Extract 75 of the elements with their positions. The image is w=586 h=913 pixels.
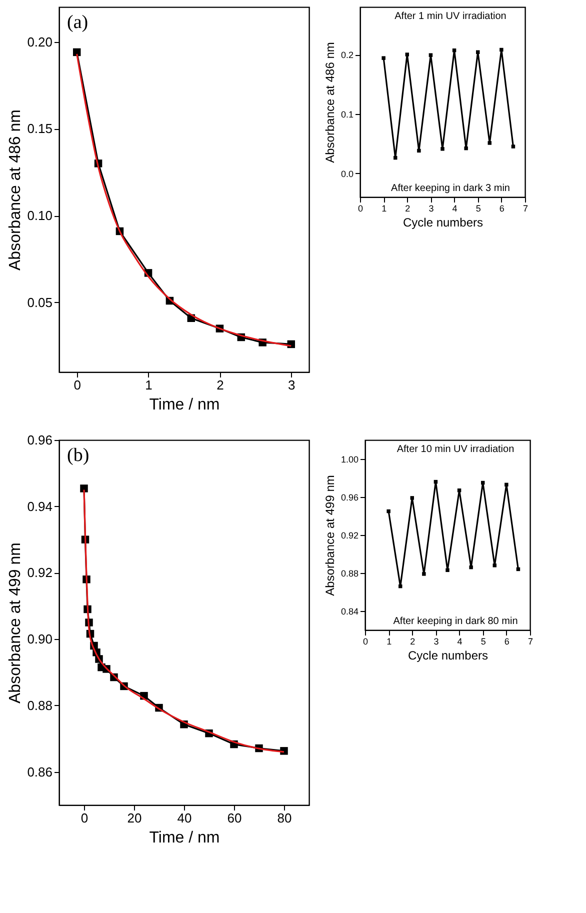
- point: [386, 509, 390, 514]
- y-tick-label: 0.15: [27, 121, 52, 136]
- x-tick-label: 5: [480, 636, 486, 646]
- x-tick-label: 7: [522, 204, 528, 214]
- y-tick-label: 0.10: [27, 208, 52, 224]
- point: [382, 56, 386, 60]
- y-tick-label: 0.92: [27, 565, 52, 580]
- point: [422, 572, 426, 576]
- x-tick-label: 6: [499, 204, 504, 214]
- point: [417, 148, 421, 153]
- x-tick-label: 2: [216, 378, 224, 392]
- point: [80, 484, 88, 492]
- y-tick-label: 0.96: [27, 432, 52, 448]
- y-tick-label: 0.88: [27, 698, 52, 713]
- y-tick-label: 0.84: [340, 606, 358, 616]
- y-tick-label: 0.94: [27, 498, 52, 514]
- y-tick-label: 1.00: [340, 454, 358, 464]
- x-tick-label: 0: [74, 378, 81, 392]
- y-tick-label: 0.2: [340, 50, 354, 60]
- x-axis-title: Cycle numbers: [408, 648, 488, 662]
- x-tick-label: 80: [277, 810, 292, 826]
- point: [469, 565, 473, 570]
- point: [428, 53, 433, 57]
- x-tick-label: 20: [127, 810, 142, 826]
- y-axis-title: Absorbance at 499 nm: [7, 542, 24, 704]
- point: [488, 141, 492, 145]
- x-tick-label: 5: [476, 204, 481, 214]
- annotation: After 1 min UV irradiation: [394, 11, 506, 22]
- annotation: (a): [67, 12, 88, 33]
- x-tick-label: 2: [405, 204, 410, 214]
- y-tick-label: 0.20: [27, 34, 52, 50]
- x-tick-label: 7: [528, 636, 534, 646]
- x-axis-title: Cycle numbers: [402, 216, 484, 230]
- x-tick-label: 3: [288, 378, 296, 392]
- annotation: After keeping in dark 3 min: [391, 183, 510, 194]
- point: [492, 564, 497, 568]
- x-tick-label: 3: [434, 636, 439, 646]
- point: [280, 747, 288, 755]
- point: [504, 482, 508, 487]
- x-tick-label: 1: [145, 378, 152, 392]
- x-axis-title: Time / nm: [149, 396, 220, 414]
- x-tick-label: 4: [452, 204, 458, 214]
- x-tick-label: 40: [177, 810, 192, 826]
- x-tick-label: 2: [410, 636, 416, 646]
- point: [511, 144, 516, 148]
- point: [464, 146, 468, 150]
- y-tick-label: 0.88: [340, 568, 358, 578]
- x-axis-title: Time / nm: [149, 830, 220, 846]
- point: [500, 48, 504, 52]
- x-tick-label: 0: [362, 636, 368, 646]
- y-tick-label: 0.96: [340, 492, 358, 502]
- y-tick-label: 0.0: [340, 168, 354, 179]
- y-axis-title: Absorbance at 486 nm: [322, 42, 337, 163]
- x-tick-label: 1: [386, 636, 392, 646]
- point: [440, 147, 444, 151]
- annotation: After keeping in dark 80 min: [393, 616, 518, 627]
- y-tick-label: 0.92: [340, 530, 358, 540]
- y-tick-label: 0.90: [27, 632, 52, 647]
- y-axis-title: Absorbance at 499 nm: [322, 475, 337, 596]
- y-tick-label: 0.86: [27, 764, 52, 780]
- x-tick-label: 4: [457, 636, 462, 646]
- point: [405, 52, 410, 56]
- annotation: (b): [67, 445, 90, 466]
- x-tick-label: 3: [428, 204, 434, 214]
- x-tick-label: 0: [80, 810, 88, 826]
- y-tick-label: 0.1: [340, 109, 354, 120]
- x-tick-label: 0: [358, 204, 364, 214]
- y-axis-title: Absorbance at 486 nm: [7, 110, 24, 270]
- y-tick-label: 0.05: [27, 294, 52, 310]
- x-tick-label: 6: [504, 636, 510, 646]
- point: [410, 496, 414, 500]
- x-tick-label: 1: [382, 204, 387, 214]
- point: [446, 568, 450, 572]
- x-tick-label: 60: [227, 810, 242, 826]
- annotation: After 10 min UV irradiation: [396, 444, 514, 455]
